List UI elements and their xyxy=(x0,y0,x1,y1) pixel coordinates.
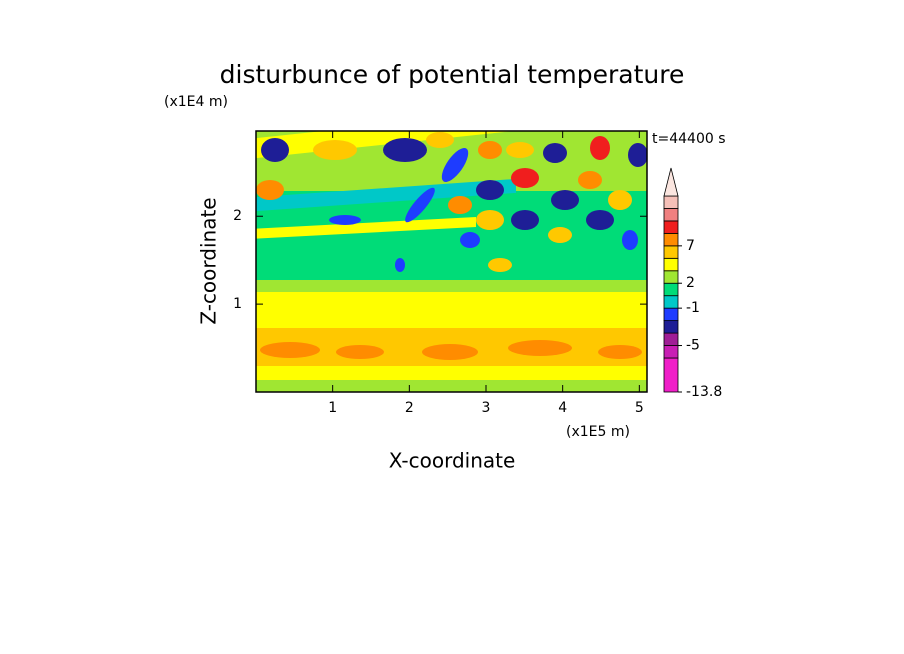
x-tick-label: 4 xyxy=(558,400,567,416)
y-unit: (x1E4 m) xyxy=(164,94,228,110)
colorbar-segment xyxy=(663,357,679,393)
colorbar-segment xyxy=(663,245,679,259)
colorbar-segment xyxy=(663,282,679,297)
colorbar-segment xyxy=(663,307,679,322)
x-tick-label: 1 xyxy=(328,400,337,416)
x-tick-label: 2 xyxy=(405,400,414,416)
plot-frame xyxy=(255,130,648,393)
x-axis-label: X-coordinate xyxy=(389,449,516,473)
colorbar-tick-label: 7 xyxy=(686,238,695,254)
colorbar-segment xyxy=(663,208,679,222)
y-axis-label: Z-coordinate xyxy=(197,197,221,324)
colorbar-tick-label: -13.8 xyxy=(686,384,722,400)
colorbar-tick-label: -1 xyxy=(686,300,700,316)
colorbar-segment xyxy=(663,220,679,234)
colorbar-segment xyxy=(663,270,679,284)
x-tick-label: 3 xyxy=(482,400,491,416)
colorbar-segment xyxy=(663,232,679,247)
colorbar-segment xyxy=(663,257,679,272)
y-tick-label: 2 xyxy=(233,208,242,224)
colorbar-tick-label: -5 xyxy=(686,338,700,354)
colorbar-segment xyxy=(663,332,679,346)
colorbar-tick-label: 2 xyxy=(686,275,695,291)
time-label: t=44400 s xyxy=(652,131,726,147)
x-unit: (x1E5 m) xyxy=(566,424,630,440)
colorbar-segment xyxy=(663,345,679,359)
chart-title: disturbunce of potential temperature xyxy=(220,60,685,89)
colorbar-segment xyxy=(663,320,679,334)
y-tick-label: 1 xyxy=(233,296,242,312)
contour-field xyxy=(256,131,647,392)
colorbar-segment xyxy=(663,295,679,309)
colorbar-extension xyxy=(663,167,679,197)
colorbar-segment xyxy=(663,195,679,209)
x-tick-label: 5 xyxy=(635,400,644,416)
